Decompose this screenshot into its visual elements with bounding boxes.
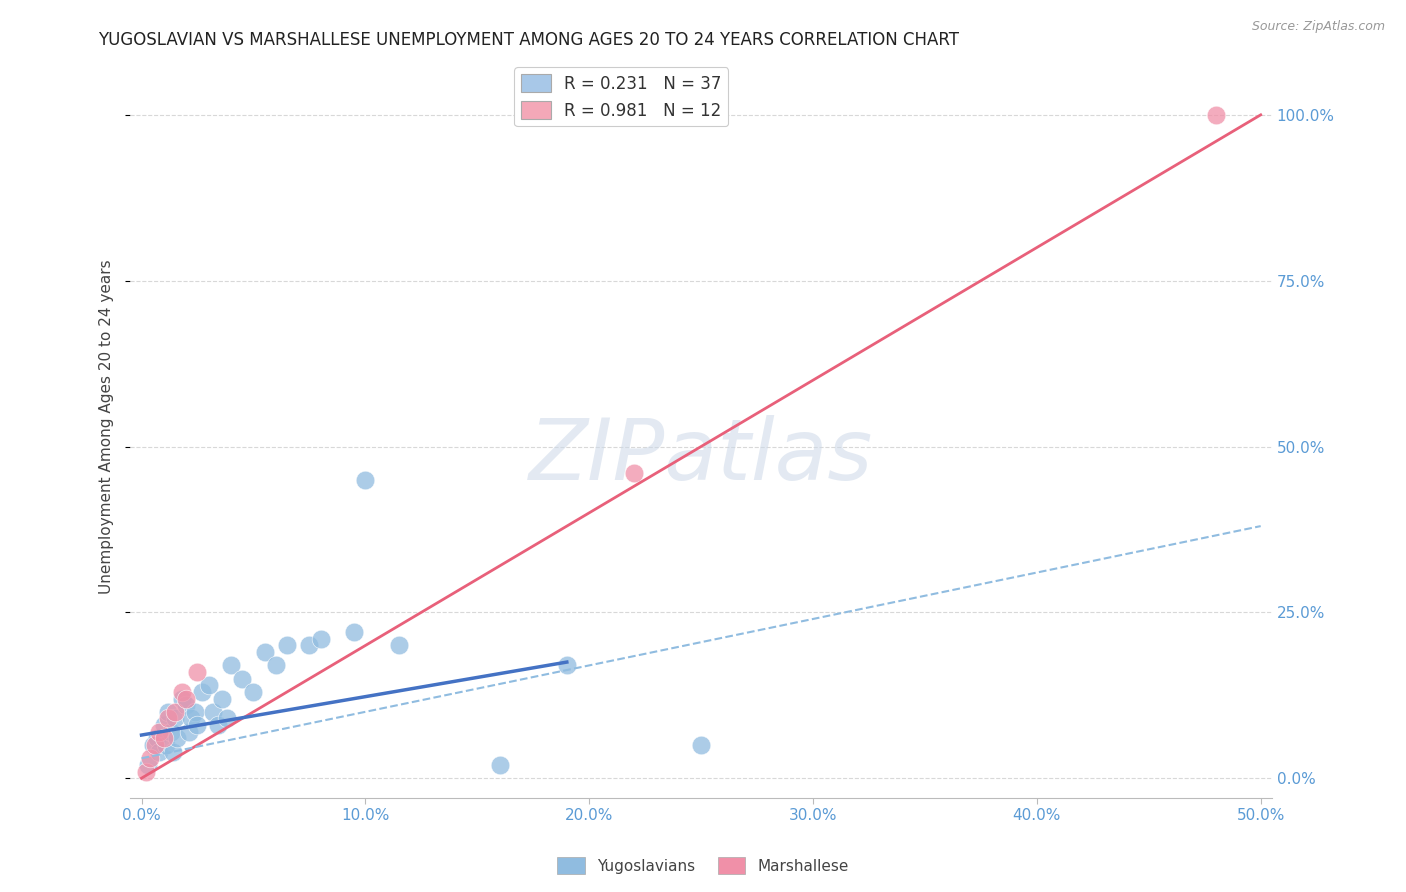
Point bbox=[139, 751, 162, 765]
Point bbox=[388, 639, 411, 653]
Point bbox=[623, 466, 645, 480]
Point bbox=[148, 745, 170, 759]
Y-axis label: Unemployment Among Ages 20 to 24 years: Unemployment Among Ages 20 to 24 years bbox=[100, 260, 114, 594]
Point bbox=[165, 705, 187, 719]
Point bbox=[264, 658, 287, 673]
Point bbox=[159, 724, 181, 739]
Point bbox=[231, 672, 253, 686]
Point bbox=[253, 645, 276, 659]
Point bbox=[177, 724, 200, 739]
Legend: Yugoslavians, Marshallese: Yugoslavians, Marshallese bbox=[551, 851, 855, 880]
Text: ZIPatlas: ZIPatlas bbox=[529, 415, 873, 498]
Point bbox=[180, 711, 202, 725]
Legend: R = 0.231   N = 37, R = 0.981   N = 12: R = 0.231 N = 37, R = 0.981 N = 12 bbox=[515, 67, 728, 126]
Text: Source: ZipAtlas.com: Source: ZipAtlas.com bbox=[1251, 20, 1385, 33]
Point bbox=[170, 685, 193, 699]
Point bbox=[157, 705, 180, 719]
Point bbox=[135, 764, 157, 779]
Point bbox=[148, 724, 170, 739]
Point bbox=[242, 685, 264, 699]
Point bbox=[343, 625, 366, 640]
Point bbox=[162, 745, 184, 759]
Point bbox=[153, 731, 176, 746]
Point bbox=[690, 738, 713, 752]
Text: YUGOSLAVIAN VS MARSHALLESE UNEMPLOYMENT AMONG AGES 20 TO 24 YEARS CORRELATION CH: YUGOSLAVIAN VS MARSHALLESE UNEMPLOYMENT … bbox=[98, 31, 959, 49]
Point bbox=[155, 738, 177, 752]
Point bbox=[211, 691, 233, 706]
Point bbox=[174, 698, 197, 713]
Point bbox=[219, 658, 242, 673]
Point bbox=[170, 691, 193, 706]
Point bbox=[165, 711, 187, 725]
Point bbox=[202, 705, 225, 719]
Point bbox=[488, 758, 510, 772]
Point bbox=[298, 639, 321, 653]
Point bbox=[136, 758, 159, 772]
Point bbox=[143, 738, 166, 752]
Point bbox=[186, 718, 208, 732]
Point bbox=[146, 731, 169, 746]
Point bbox=[166, 731, 188, 746]
Point bbox=[354, 473, 377, 487]
Point bbox=[186, 665, 208, 679]
Point bbox=[184, 705, 207, 719]
Point bbox=[142, 738, 165, 752]
Point bbox=[174, 691, 197, 706]
Point bbox=[215, 711, 238, 725]
Point bbox=[207, 718, 229, 732]
Point bbox=[157, 711, 180, 725]
Point bbox=[191, 685, 214, 699]
Point bbox=[197, 678, 219, 692]
Point bbox=[555, 658, 578, 673]
Point bbox=[1205, 108, 1227, 122]
Point bbox=[276, 639, 298, 653]
Point bbox=[309, 632, 332, 646]
Point bbox=[153, 718, 176, 732]
